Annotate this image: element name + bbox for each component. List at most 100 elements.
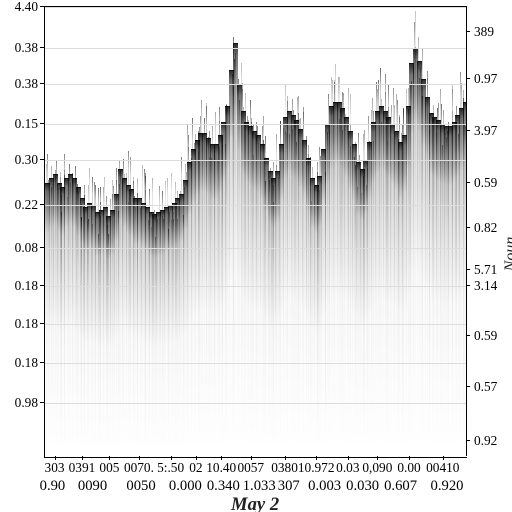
x-tick-label-primary: 0,090	[362, 460, 392, 476]
x-tick-label-primary: 303	[45, 460, 65, 476]
series-noise-spike	[364, 130, 365, 457]
series-noise-spike	[227, 106, 228, 457]
series-noise-spike	[262, 126, 263, 457]
x-tick-label-primary: 00410	[426, 460, 459, 476]
series-noisy-area	[45, 7, 467, 457]
series-noise-spike	[81, 204, 82, 457]
series-noise-spike	[107, 225, 108, 457]
x-tick-label-secondary: 0.607	[384, 478, 417, 495]
gridline-horizontal	[45, 7, 467, 8]
series-noise-spike	[265, 181, 266, 457]
x-tick-label-primary: 5:.50	[157, 460, 184, 476]
y-tick-label-right: 0.82	[474, 220, 497, 236]
series-noise-spike	[149, 189, 150, 457]
plot-area	[44, 6, 467, 458]
x-tick-label-primary: 0391	[69, 460, 96, 476]
series-noise-spike	[380, 68, 381, 457]
y-tick-label-left: 0.30	[15, 152, 38, 168]
y-tick-label-left: 4.40	[15, 0, 38, 15]
chart-container: Low 0lim Noun May 2 4.400.380.380.150.30…	[0, 0, 512, 512]
y-tick-label-left: 0.08	[15, 240, 38, 256]
x-tick-label-secondary: 0.003	[308, 478, 341, 495]
y-tick-label-right: 389	[474, 24, 494, 40]
series-noise-spike	[342, 130, 343, 457]
series-noise-spike	[84, 195, 85, 457]
series-noise-spike	[269, 180, 270, 457]
x-tick-label-secondary: 0.030	[346, 478, 379, 495]
series-noise-spike	[162, 216, 163, 457]
x-tick-label-primary: 10.972	[298, 460, 335, 476]
series-noise-spike	[334, 82, 335, 457]
series-noise-spike	[64, 170, 65, 457]
y-tick-mark-left	[40, 362, 44, 363]
y-tick-mark-left	[40, 83, 44, 84]
series-noise-spike	[104, 177, 105, 457]
series-noise-spike	[334, 80, 335, 457]
series-noise-spike	[253, 155, 254, 457]
series-noise-spike	[199, 127, 200, 457]
series-noise-spike	[280, 121, 281, 457]
gridline-horizontal	[45, 48, 467, 49]
series-noise-spike	[116, 168, 117, 457]
series-noise-spike	[448, 122, 449, 457]
series-noise-spike	[235, 53, 236, 457]
y-tick-mark-left	[40, 285, 44, 286]
y-tick-label-right: 5.71	[474, 262, 497, 278]
series-noise-spike	[273, 185, 274, 457]
y-tick-label-right: 0.97	[474, 71, 497, 87]
gridline-horizontal	[45, 403, 467, 404]
y-tick-label-left: 0.98	[15, 395, 38, 411]
y-tick-mark-left	[40, 47, 44, 48]
series-noise-spike	[184, 187, 185, 457]
series-noise-spike	[434, 117, 435, 457]
y-tick-label-right: 0.92	[474, 433, 497, 449]
y-tick-label-left: 0.15	[15, 116, 38, 132]
series-noise-spike	[376, 82, 377, 457]
series-noise-spike	[452, 85, 453, 457]
series-noise-spike	[191, 158, 192, 457]
x-tick-label-primary: 02	[189, 460, 202, 476]
x-tick-label-primary: 0.00	[397, 460, 420, 476]
y-tick-label-right: 3.97	[474, 123, 497, 139]
y-tick-label-right: 3.14	[474, 278, 497, 294]
series-noise-spike	[456, 106, 457, 457]
series-noise-spike	[165, 181, 166, 457]
x-tick-label-secondary: 1.033	[243, 478, 276, 495]
series-noise-spike	[58, 188, 59, 457]
series-noise-spike	[188, 135, 189, 457]
series-noise-spike	[130, 157, 131, 457]
y-tick-mark-left	[40, 6, 44, 7]
series-noise-spike	[373, 111, 374, 457]
x-tick-label-primary: 0380	[271, 460, 298, 476]
gridline-horizontal	[45, 248, 467, 249]
y-tick-label-left: 0.18	[15, 316, 38, 332]
series-noise-spike	[112, 194, 113, 457]
series-noise-spike	[338, 77, 339, 458]
series-noise-spike	[195, 134, 196, 457]
gridline-horizontal	[45, 363, 467, 364]
x-tick-label-secondary: 0.000	[169, 478, 202, 495]
series-noise-spike	[429, 118, 430, 457]
series-noise-spike	[173, 219, 174, 457]
x-tick-label-secondary: 0050	[126, 478, 155, 495]
gridline-horizontal	[45, 205, 467, 206]
gridline-horizontal	[45, 324, 467, 325]
y-tick-mark-left	[40, 159, 44, 160]
series-noise-spike	[460, 72, 461, 457]
series-noise-spike	[387, 141, 388, 457]
series-noise-spike	[257, 126, 258, 457]
gridline-horizontal	[45, 286, 467, 287]
y-tick-mark-left	[40, 402, 44, 403]
y-tick-label-right: 0.59	[474, 328, 497, 344]
x-tick-label-primary: 0057	[237, 460, 264, 476]
gridline-horizontal	[45, 84, 467, 85]
y-tick-label-left: 0.22	[15, 197, 38, 213]
x-tick-label-secondary: 0.340	[207, 478, 240, 495]
y-tick-mark-left	[40, 323, 44, 324]
y-axis-right-title: Noun	[502, 236, 512, 271]
series-noise-spike	[391, 105, 392, 457]
series-noise-spike	[296, 142, 297, 457]
x-axis-title: May 2	[231, 494, 279, 512]
series-noise-spike	[142, 165, 143, 457]
series-noise-spike	[215, 112, 216, 457]
